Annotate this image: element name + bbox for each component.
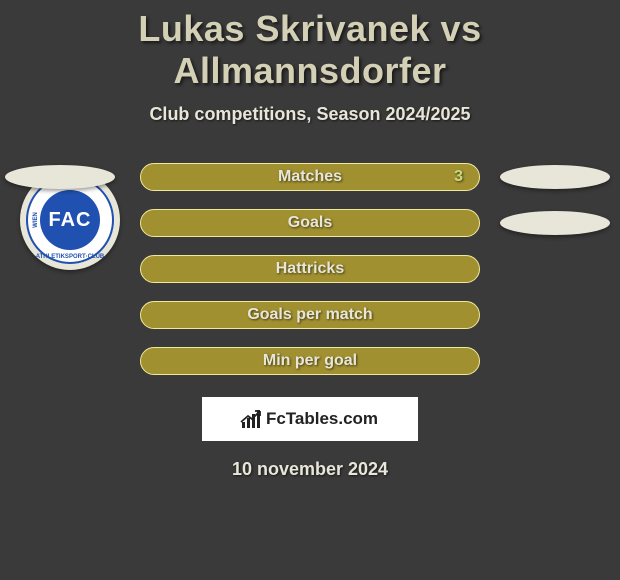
- stat-row: Min per goal: [0, 347, 620, 375]
- stat-row: Hattricks: [0, 255, 620, 283]
- page-title: Lukas Skrivanek vs Allmannsdorfer: [0, 8, 620, 92]
- stat-pill: Matches 3: [140, 163, 480, 191]
- chart-icon: [242, 410, 260, 428]
- stat-value: 3: [454, 168, 463, 186]
- stat-pill: Goals: [140, 209, 480, 237]
- player-right-marker: [500, 165, 610, 189]
- stat-label: Min per goal: [263, 352, 357, 370]
- subtitle: Club competitions, Season 2024/2025: [0, 104, 620, 125]
- comparison-card: Lukas Skrivanek vs Allmannsdorfer Club c…: [0, 0, 620, 480]
- stat-pill: Hattricks: [140, 255, 480, 283]
- player-right-marker: [500, 211, 610, 235]
- stat-pill: Min per goal: [140, 347, 480, 375]
- stat-label: Hattricks: [276, 260, 344, 278]
- stat-label: Goals: [288, 214, 332, 232]
- footer-brand-text: FcTables.com: [266, 409, 378, 429]
- stat-label: Matches: [278, 168, 342, 186]
- stat-row: Matches 3: [0, 163, 620, 191]
- stat-row: Goals per match: [0, 301, 620, 329]
- stat-row: Goals: [0, 209, 620, 237]
- stat-label: Goals per match: [247, 306, 372, 324]
- stat-pill: Goals per match: [140, 301, 480, 329]
- footer-brand-box[interactable]: FcTables.com: [202, 397, 418, 441]
- player-left-marker: [5, 165, 115, 189]
- date-label: 10 november 2024: [0, 459, 620, 480]
